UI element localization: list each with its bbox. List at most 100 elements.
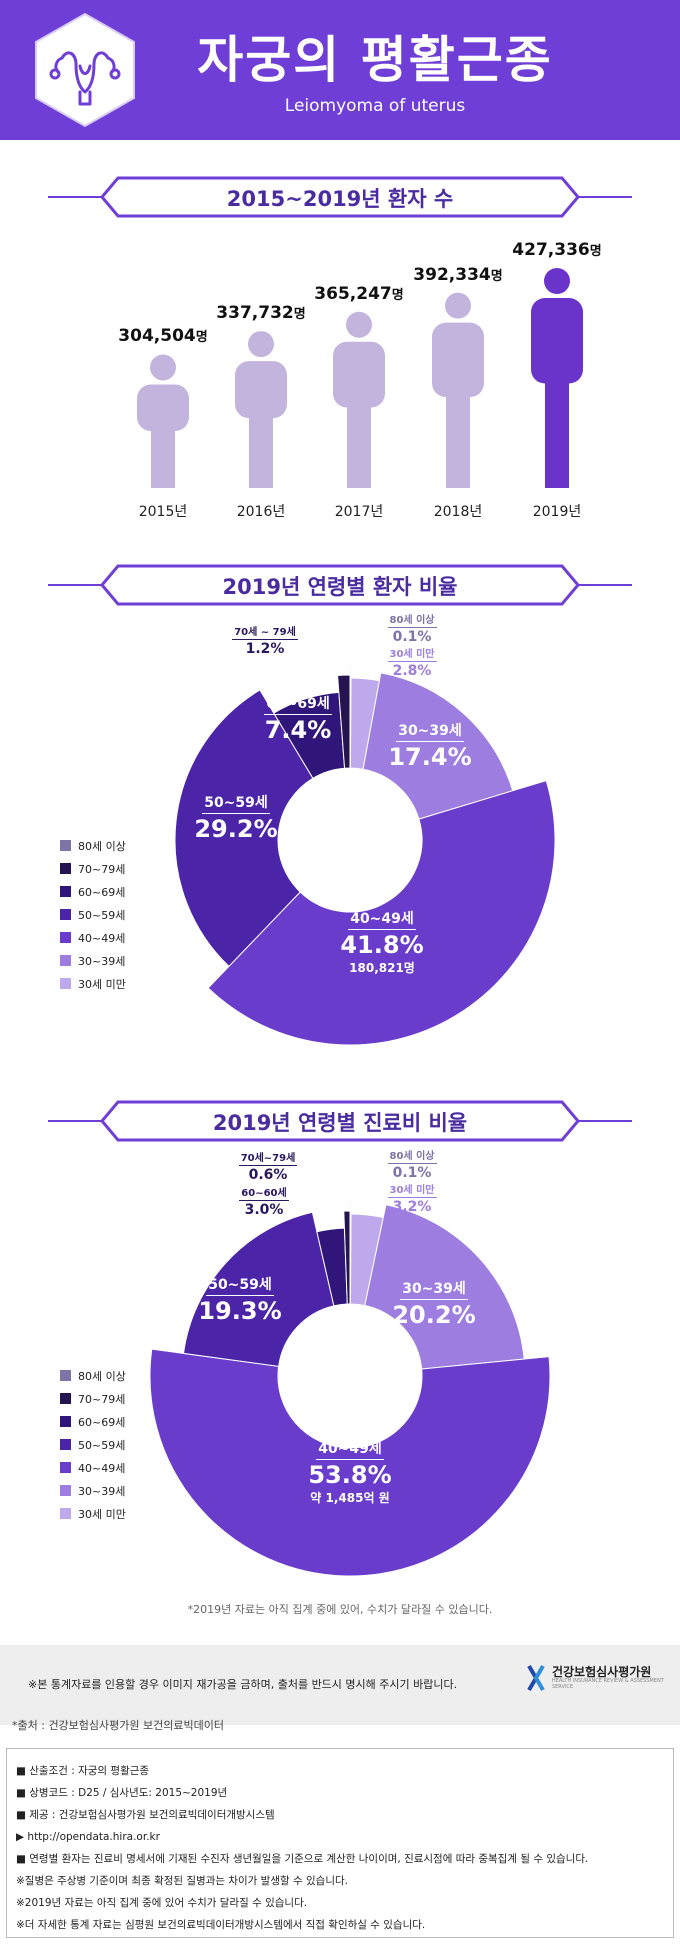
legend-label: 30~39세 [78,1484,126,1498]
donut-slice [149,1348,551,1577]
info-line: ■ 상병코드 : D25 / 심사년도: 2015~2019년 [16,1787,228,1799]
header-banner: 자궁의 평활근종 Leiomyoma of uterus [0,0,680,140]
donut-slice [337,674,351,769]
info-line: ※2019년 자료는 아직 집계 중에 있어 수치가 달라질 수 있습니다. [16,1897,308,1909]
legend-swatch [60,932,71,943]
legend-label: 60~69세 [78,885,126,899]
legend-swatch [60,1462,71,1473]
header-graphic [35,12,135,128]
slice-label: 30세 미만 3.2% [342,1178,482,1215]
donut-slice [364,1204,525,1370]
slice-label: 40~49세 53.8% 약 1,485억 원 [280,1438,420,1506]
legend-item: 80세 이상 [60,834,126,857]
legend-item: 60~69세 [60,1410,126,1433]
legend-label: 80세 이상 [78,1369,126,1383]
year-label: 2017년 [334,504,384,520]
info-line: ※질병은 주상병 기준이며 최종 확정된 질병과는 차이가 발생할 수 있습니다… [16,1875,348,1887]
hira-logo-name: 건강보험심사평가원 [551,1664,652,1679]
banner-age-cost [48,1100,632,1142]
slice-label: 50~59세 19.3% [170,1274,310,1325]
notice-text: ※본 통계자료를 인용할 경우 이미지 재가공을 금하며, 출처를 반드시 명시… [28,1678,458,1691]
slice-label: 30~39세 17.4% [360,720,500,771]
legend-swatch [60,863,71,874]
legend-label: 70~79세 [78,1392,126,1406]
legend-item: 30~39세 [60,949,126,972]
legend-item: 80세 이상 [60,1364,126,1387]
legend-swatch [60,840,71,851]
hira-logo: 건강보험심사평가원 HEALTH INSURANCE REVIEW & ASSE… [525,1664,680,1692]
legend-item: 40~49세 [60,926,126,949]
legend-label: 30~39세 [78,954,126,968]
patients-bar-chart [137,268,583,488]
legend-item: 70~79세 [60,857,126,880]
person-bar [432,292,484,488]
year-label: 2018년 [433,504,483,520]
legend-item: 70~79세 [60,1387,126,1410]
age-patients-section-title: 2019년 연령별 환자 비율 [222,575,458,599]
legend-label: 40~49세 [78,931,126,945]
source-text: *출처 : 건강보험심사평가원 보건의료빅데이터 [12,1719,224,1732]
slice-label: 60~69세 7.4% [228,693,368,744]
year-label: 2015년 [138,504,188,520]
slice-label: 60~60세 3.0% [194,1181,334,1218]
legend-label: 50~59세 [78,908,126,922]
legend-item: 30세 미만 [60,972,126,995]
info-line: ■ 연령별 환자는 진료비 명세서에 기재된 수진자 생년월일을 기준으로 계산… [16,1853,589,1865]
legend-item: 30~39세 [60,1479,126,1502]
info-link[interactable]: ▶ http://opendata.hira.or.kr [16,1831,160,1843]
legend-label: 80세 이상 [78,839,126,853]
slice-label: 30~39세 20.2% [364,1278,504,1329]
notice-box [0,1645,680,1725]
legend-swatch [60,978,71,989]
legend-item: 50~59세 [60,903,126,926]
info-line: ■ 산출조건 : 자궁의 평활근종 [16,1765,150,1777]
donut-slice [174,689,314,968]
legend-label: 40~49세 [78,1461,126,1475]
age-patients-donut-chart [174,664,556,1046]
hira-logo-icon [527,1664,545,1692]
legend-swatch [60,909,71,920]
year-label: 2019년 [532,504,582,520]
patient-count-label: 392,334명 [413,264,503,285]
legend-item: 40~49세 [60,1456,126,1479]
person-bar [333,311,385,488]
legend-swatch [60,1439,71,1450]
age-cost-legend: 80세 이상 70~79세 60~69세 50~59세 40~49세 30~39세 30세 … [60,1364,126,1525]
donut-slice [343,1210,351,1305]
slice-label: 80세 이상 0.1% [342,1144,482,1181]
uterus-icon [49,51,121,106]
slice-label: 70세~79세 0.6% [198,1146,338,1183]
legend-label: 70~79세 [78,862,126,876]
legend-swatch [60,1485,71,1496]
person-bar [137,354,189,488]
person-bar [235,331,287,488]
info-line: ■ 제공 : 건강보험심사평가원 보건의료빅데이터개방시스템 [16,1809,275,1821]
legend-label: 60~69세 [78,1415,126,1429]
legend-label: 50~59세 [78,1438,126,1452]
legend-item: 50~59세 [60,1433,126,1456]
legend-swatch [60,886,71,897]
slice-label: 30세 미만 2.8% [342,642,482,679]
legend-item: 30세 미만 [60,1502,126,1525]
person-bar [531,268,583,488]
hira-logo-sub: HEALTH INSURANCE REVIEW & ASSESSMENT SER… [551,1678,664,1690]
legend-swatch [60,1508,71,1519]
patient-count-label: 365,247명 [314,283,404,304]
page-title: 자궁의 평활근종 [197,31,553,89]
age-cost-section-title: 2019년 연령별 진료비 비율 [212,1111,468,1135]
slice-label: 50~59세 29.2% [166,792,306,843]
legend-item: 60~69세 [60,880,126,903]
page-subtitle: Leiomyoma of uterus [284,96,466,116]
info-box [6,1748,674,1938]
age-patients-legend: 80세 이상 70~79세 60~69세 50~59세 40~49세 30~39세 30세 … [60,834,126,995]
uterus-badge [35,12,135,128]
legend-label: 30세 미만 [78,1507,126,1521]
section-banners [48,176,632,1142]
banner-patients [48,176,632,218]
legend-swatch [60,1393,71,1404]
legend-swatch [60,955,71,966]
donut-slice [362,672,514,820]
info-line: ※더 자세한 통계 자료는 심평원 보건의료빅데이터개방시스템에서 직접 확인하… [16,1919,426,1931]
patient-count-label: 427,336명 [512,240,602,260]
legend-label: 30세 미만 [78,977,126,991]
